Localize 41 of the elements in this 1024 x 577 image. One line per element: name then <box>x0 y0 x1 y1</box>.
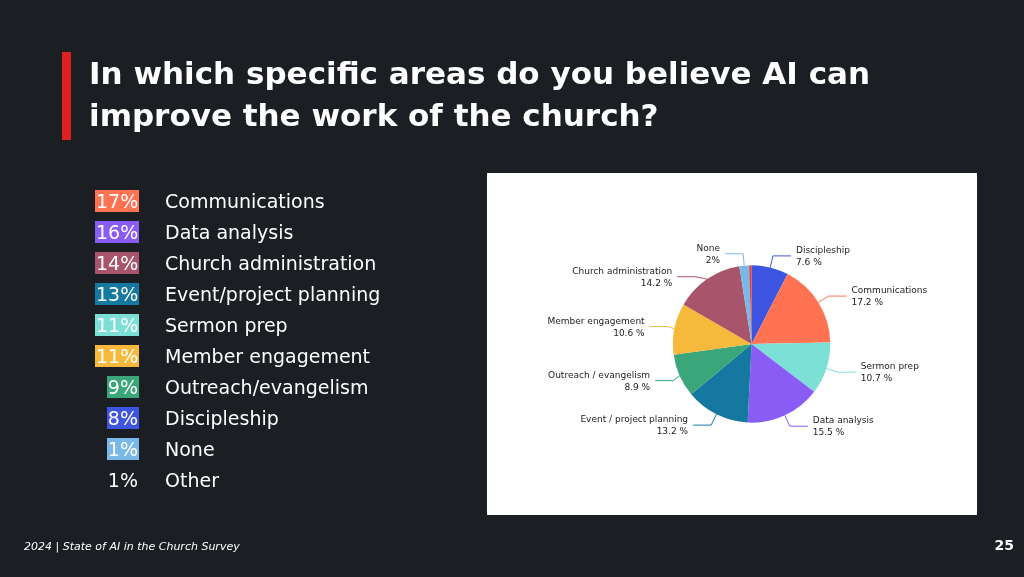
data-label: 8.9 % <box>624 381 651 392</box>
category-label: Discipleship <box>165 406 279 429</box>
text: 25 <box>994 537 1014 553</box>
slice-label: None <box>696 242 721 253</box>
text: 9% <box>107 375 138 398</box>
slice-label: Communications <box>851 285 928 296</box>
category-label: Church administration <box>165 251 377 274</box>
category-label: Member engagement <box>165 344 371 367</box>
category-label: Data analysis <box>165 220 294 243</box>
text: In which specific areas do you believe AI can improve the work of the church? <box>89 54 872 135</box>
slice-label: Discipleship <box>795 244 851 255</box>
data-label: 14.2 % <box>640 277 673 288</box>
category-label: Sermon prep <box>165 313 288 336</box>
data-label: 10.6 % <box>613 327 646 338</box>
category-label: Event/project planning <box>165 282 381 305</box>
slice-label: Event / project planning <box>580 414 689 425</box>
data-label: 10.7 % <box>860 373 893 384</box>
text: 16% <box>96 220 139 243</box>
data-label: 15.5 % <box>812 427 845 438</box>
slice-label: Sermon prep <box>860 361 920 372</box>
category-label: Outreach/evangelism <box>165 375 369 398</box>
text: 8% <box>107 406 138 429</box>
text: 1% <box>107 468 138 491</box>
data-label: 17.2 % <box>851 297 884 308</box>
slice-label: Church administration <box>572 265 673 276</box>
text: 11% <box>96 344 139 367</box>
text: 14% <box>96 251 139 274</box>
text: 1% <box>107 437 138 460</box>
slice-label: Outreach / evangelism <box>548 369 651 380</box>
text: 17% <box>96 189 139 212</box>
text: 11% <box>96 313 139 336</box>
text: 13% <box>96 282 139 305</box>
category-label: None <box>165 437 215 460</box>
text: 2024 | State of AI in the Church Survey <box>24 540 240 553</box>
category-label: Other <box>165 468 219 491</box>
data-label: 7.6 % <box>795 256 823 267</box>
slice-label: Member engagement <box>547 315 646 326</box>
category-label: Communications <box>165 189 325 212</box>
data-label: 2% <box>705 254 721 265</box>
slice-label: Data analysis <box>812 415 874 426</box>
data-label: 13.2 % <box>656 426 689 437</box>
